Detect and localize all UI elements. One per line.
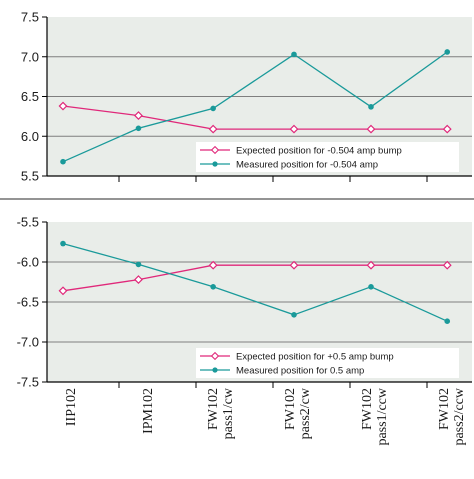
data-point-measured-top (60, 158, 66, 165)
series-line-expected-top (62, 105, 448, 130)
category-label: FW102pass2/cw (283, 387, 313, 439)
category-label: FW102pass1/cw (206, 387, 236, 439)
data-point-expected-bottom (442, 260, 452, 270)
data-point-measured-top (210, 105, 216, 112)
data-point-expected-top (134, 111, 143, 121)
legend-label-expected: Expected position for -0.504 amp bump (236, 146, 402, 157)
category-label: FW102pass1/ccw (360, 387, 390, 445)
legend-box-top (196, 142, 459, 172)
data-point-measured-bottom (60, 240, 66, 247)
y-tick-label-bottom: -7.0 (17, 335, 39, 350)
y-tick-label-top: 7.5 (21, 10, 39, 25)
y-tick-label-top: 5.5 (21, 169, 39, 184)
data-point-measured-bottom (444, 318, 451, 325)
data-point-measured-bottom (291, 312, 297, 318)
data-point-measured-bottom (210, 284, 216, 290)
y-tick-label-top: 6.0 (21, 129, 39, 144)
y-tick-label-bottom: -5.5 (17, 215, 39, 230)
series-line-measured-bottom (62, 242, 448, 322)
series-line-expected-bottom (62, 264, 448, 292)
data-point-expected-bottom (134, 275, 143, 285)
panel-bottom-chart: -5.5 -6.0 -6.5 -7.0 -7.5 Expected position fo… (17, 215, 472, 390)
legend-marker-measured (212, 367, 218, 373)
data-point-expected-top (289, 124, 299, 134)
data-point-measured-top (444, 49, 451, 55)
legend-box-bottom (196, 348, 459, 378)
legend-bottom: Expected position for +0.5 amp bump Measu… (196, 348, 459, 378)
data-point-measured-bottom (368, 284, 374, 290)
category-label: IIP102 (64, 388, 79, 426)
category-label: IPM102 (141, 388, 156, 434)
series-line-measured-top (62, 51, 448, 163)
data-point-expected-top (366, 124, 376, 134)
category-label: FW102pass2/ccw (437, 387, 467, 445)
data-point-measured-top (368, 104, 374, 110)
data-point-expected-bottom (366, 260, 376, 270)
y-tick-label-bottom: -6.5 (17, 295, 39, 310)
legend-top: Expected position for -0.504 amp bump Mea… (196, 142, 459, 172)
y-tick-label-top: 7.0 (21, 49, 39, 64)
legend-marker-measured (212, 161, 218, 167)
data-point-expected-bottom (289, 260, 299, 270)
y-tick-label-bottom: -6.0 (17, 255, 39, 270)
legend-marker-expected (210, 351, 220, 361)
data-point-measured-top (291, 51, 297, 58)
panel-top-chart: 5.5 6.0 6.5 7.0 7.5 Expected position for -0.… (21, 10, 472, 184)
y-tick-label-top: 6.5 (21, 89, 39, 104)
data-point-measured-top (135, 125, 142, 132)
legend-label-measured: Measured position for 0.5 amp (236, 366, 364, 377)
category-axis-labels: IIP102 IPM102 FW102pass1/cw FW102pass2/cw FW… (64, 387, 467, 445)
data-point-expected-bottom (58, 286, 68, 296)
data-point-expected-top (58, 101, 68, 111)
data-point-expected-top (208, 124, 218, 134)
data-point-measured-bottom (135, 261, 142, 268)
legend-label-expected: Expected position for +0.5 amp bump (236, 352, 394, 363)
legend-marker-expected (210, 145, 220, 155)
data-point-expected-top (442, 124, 452, 134)
data-point-expected-bottom (208, 260, 218, 270)
y-tick-label-bottom: -7.5 (17, 375, 39, 390)
legend-label-measured: Measured position for -0.504 amp (236, 160, 378, 171)
